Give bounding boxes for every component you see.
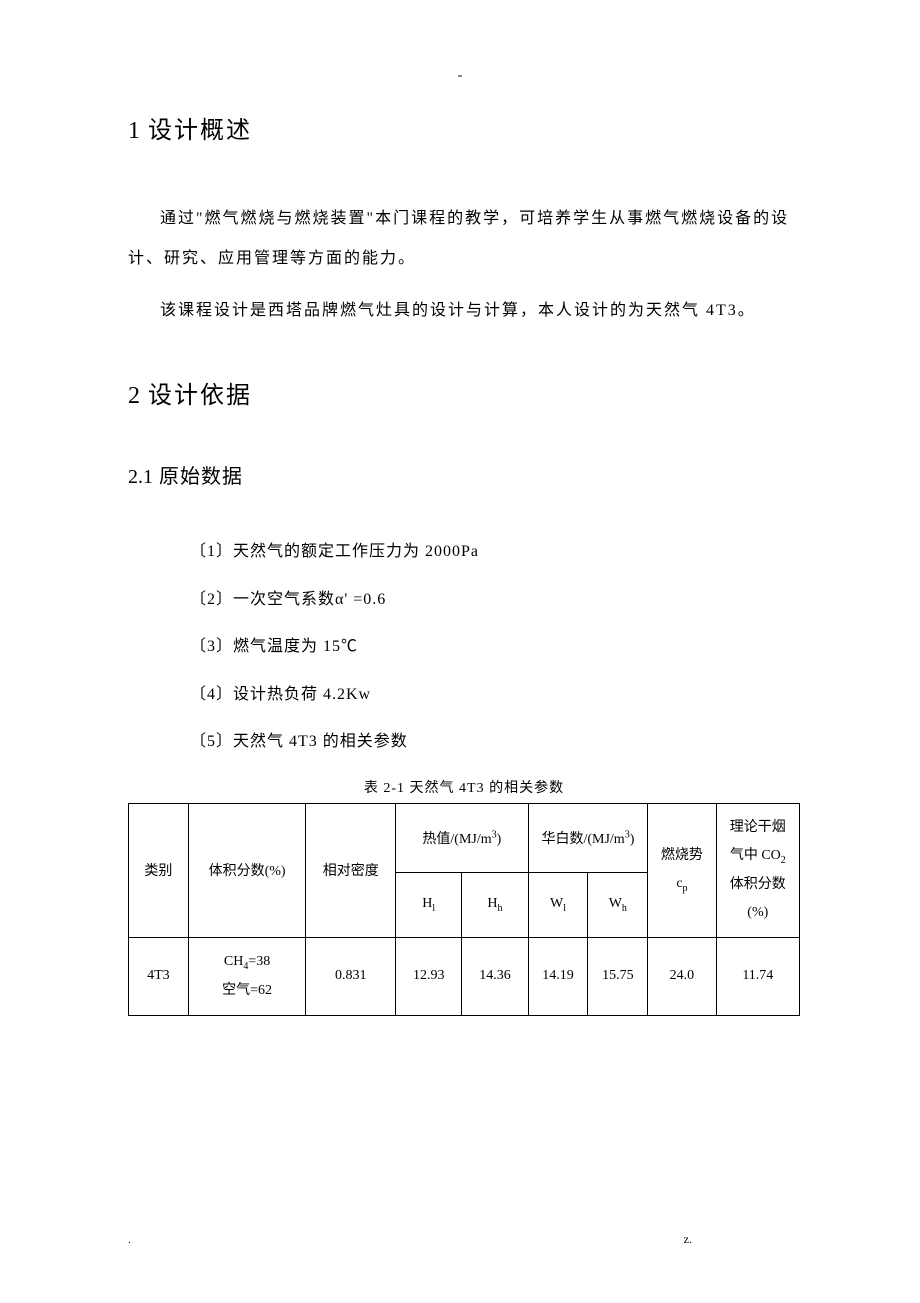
th-heat-value-suf: ): [497, 832, 502, 847]
th-cp-sub: p: [683, 883, 688, 894]
th-combustion-potential: 燃烧势 cp: [648, 803, 716, 937]
section1-title: 设计概述: [148, 118, 252, 144]
section1-num: 1: [128, 118, 140, 144]
th-hl-sym: H: [422, 896, 432, 911]
th-co2: 理论干烟 气中 CO2 体积分数 (%): [716, 803, 799, 937]
th-relative-density: 相对密度: [306, 803, 396, 937]
td-vol-l1-suf: =38: [248, 954, 270, 969]
th-hh-sym: H: [487, 896, 497, 911]
top-mark: -: [458, 68, 463, 84]
td-hl: 12.93: [396, 937, 462, 1015]
list-item: 〔1〕天然气的额定工作压力为 2000Pa: [190, 539, 800, 565]
th-hl-sub: l: [432, 903, 435, 914]
section2-1-heading: 2.1 原始数据: [128, 460, 800, 489]
td-category: 4T3: [129, 937, 189, 1015]
section1-para1: 通过"燃气燃烧与燃烧装置"本门课程的教学，可培养学生从事燃气燃烧设备的设计、研究…: [128, 199, 800, 279]
section2-num: 2: [128, 383, 140, 409]
th-wobbe-pre: 华白数/(MJ/m: [541, 832, 624, 847]
page-body: 1 设计概述 通过"燃气燃烧与燃烧装置"本门课程的教学，可培养学生从事燃气燃烧设…: [0, 0, 920, 1076]
td-cp: 24.0: [648, 937, 716, 1015]
table-row: 4T3 CH4=38 空气=62 0.831 12.93 14.36 14.19…: [129, 937, 800, 1015]
list-item: 〔4〕设计热负荷 4.2Kw: [190, 682, 800, 708]
th-wh-sub: h: [622, 903, 627, 914]
th-wh-sym: W: [609, 896, 622, 911]
td-hh: 14.36: [462, 937, 528, 1015]
th-co2-l2-pre: 气中 CO: [730, 848, 781, 863]
td-wl: 14.19: [528, 937, 588, 1015]
list-item: 〔3〕燃气温度为 15℃: [190, 634, 800, 660]
th-co2-l1: 理论干烟: [730, 820, 786, 835]
td-vol-l2: 空气=62: [222, 983, 272, 998]
section2-1-title: 原始数据: [159, 466, 243, 488]
th-wh: Wh: [588, 872, 648, 937]
footer-left-mark: .: [128, 1232, 131, 1247]
td-co2: 11.74: [716, 937, 799, 1015]
th-hh: Hh: [462, 872, 528, 937]
td-wh: 15.75: [588, 937, 648, 1015]
section2-heading: 2 设计依据: [128, 375, 800, 410]
th-wl: Wl: [528, 872, 588, 937]
th-wl-sym: W: [550, 896, 563, 911]
th-heat-value-group: 热值/(MJ/m3): [396, 803, 528, 872]
section2-1-num: 2.1: [128, 466, 153, 488]
td-volume: CH4=38 空气=62: [188, 937, 306, 1015]
section2-title: 设计依据: [148, 383, 252, 409]
th-heat-value-pre: 热值/(MJ/m: [422, 832, 491, 847]
section1-heading: 1 设计概述: [128, 110, 800, 145]
footer-right-mark: z.: [684, 1232, 692, 1247]
th-wl-sub: l: [563, 903, 566, 914]
th-cp-label: 燃烧势: [661, 848, 703, 863]
list-item: 〔2〕一次空气系数α' =0.6: [190, 587, 800, 613]
td-vol-l1-pre: CH: [224, 954, 243, 969]
th-wobbe-group: 华白数/(MJ/m3): [528, 803, 648, 872]
th-co2-l4: (%): [747, 905, 768, 920]
th-volume-fraction: 体积分数(%): [188, 803, 306, 937]
th-hh-sub: h: [498, 903, 503, 914]
th-co2-l2-sub: 2: [781, 855, 786, 866]
th-category: 类别: [129, 803, 189, 937]
table-caption: 表 2-1 天然气 4T3 的相关参数: [128, 777, 800, 797]
td-density: 0.831: [306, 937, 396, 1015]
th-wobbe-suf: ): [630, 832, 635, 847]
raw-data-list: 〔1〕天然气的额定工作压力为 2000Pa 〔2〕一次空气系数α' =0.6 〔…: [190, 539, 800, 755]
params-table: 类别 体积分数(%) 相对密度 热值/(MJ/m3) 华白数/(MJ/m3) 燃…: [128, 803, 800, 1016]
table-header-row-1: 类别 体积分数(%) 相对密度 热值/(MJ/m3) 华白数/(MJ/m3) 燃…: [129, 803, 800, 872]
section1-para2: 该课程设计是西塔品牌燃气灶具的设计与计算，本人设计的为天然气 4T3。: [128, 291, 800, 331]
th-hl: Hl: [396, 872, 462, 937]
th-co2-l3: 体积分数: [730, 877, 786, 892]
list-item: 〔5〕天然气 4T3 的相关参数: [190, 729, 800, 755]
